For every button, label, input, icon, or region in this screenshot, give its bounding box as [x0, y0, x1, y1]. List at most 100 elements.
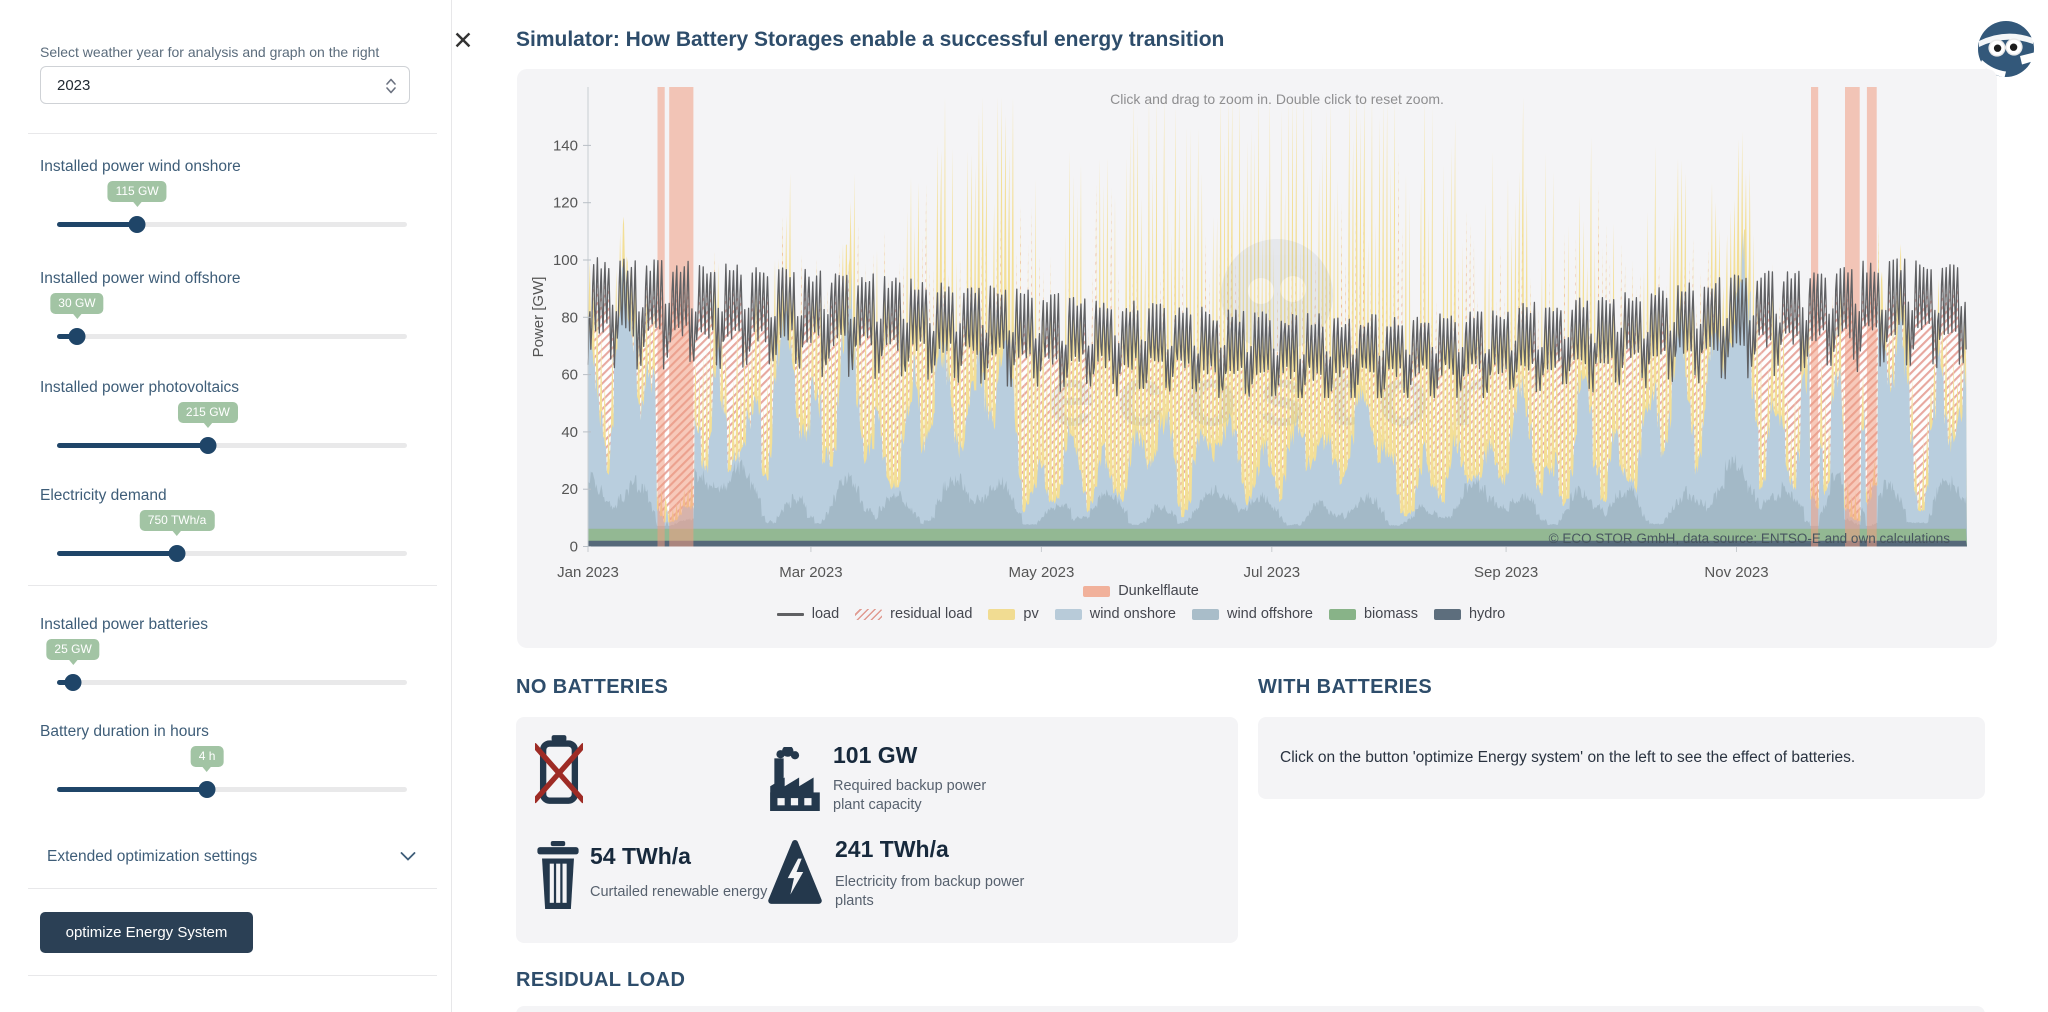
- slider-thumb[interactable]: [168, 545, 186, 562]
- legend-swatch: [1433, 608, 1461, 620]
- curtailed-trash-icon: [537, 841, 579, 914]
- backup-capacity-desc: Required backup power plant capacity: [833, 778, 987, 814]
- extended-settings-label: Extended optimization settings: [47, 848, 258, 865]
- curtailed-value: 54 TWh/a: [590, 843, 691, 869]
- y-tick-label: 80: [561, 309, 578, 326]
- with-batteries-card: Click on the button 'optimize Energy sys…: [1258, 717, 1985, 799]
- y-axis-title: Power [GW]: [530, 277, 547, 358]
- legend-swatch: [1328, 608, 1356, 620]
- chevron-down-icon: [400, 848, 416, 866]
- slider-group-2: Installed power photovoltaics 215 GW: [0, 379, 451, 489]
- legend-label: wind offshore: [1226, 606, 1313, 622]
- legend-swatch: [1083, 585, 1111, 597]
- no-batteries-card: 101 GW Required backup power plant capac…: [516, 717, 1238, 943]
- area-wind-offshore: [588, 454, 1967, 547]
- slider-value-badge: 115 GW: [107, 181, 167, 207]
- slider-group-4: Installed power batteries 25 GW: [0, 616, 451, 726]
- legend-label: biomass: [1363, 606, 1418, 622]
- page-title: Simulator: How Battery Storages enable a…: [516, 28, 1225, 51]
- slider-group-1: Installed power wind offshore 30 GW: [0, 270, 451, 380]
- legend-swatch: [1054, 608, 1082, 620]
- y-tick-label: 0: [570, 539, 578, 556]
- legend-item-wind-offshore[interactable]: wind offshore: [1191, 606, 1313, 622]
- residual-load-title: RESIDUAL LOAD: [516, 969, 686, 991]
- chart-watermark: ecostor: [1048, 239, 1484, 443]
- legend-label: residual load: [890, 606, 973, 622]
- legend-item-load[interactable]: load: [776, 606, 840, 622]
- y-tick-label: 100: [553, 252, 578, 269]
- legend-item-residual-load[interactable]: residual load: [855, 606, 972, 622]
- select-updown-icon: [385, 77, 397, 100]
- slider-thumb[interactable]: [199, 437, 217, 454]
- curtailed-desc: Curtailed renewable energy: [590, 884, 768, 900]
- no-batteries-title: NO BATTERIES: [516, 676, 669, 698]
- slider-label: Installed power batteries: [40, 616, 209, 633]
- chart-hint: Click and drag to zoom in. Double click …: [1110, 91, 1444, 107]
- legend-item-wind-onshore[interactable]: wind onshore: [1054, 606, 1176, 622]
- legend-label: pv: [1023, 606, 1039, 622]
- weather-year-select[interactable]: 2023: [40, 66, 410, 104]
- chart-attribution: © ECO STOR GmbH, data source: ENTSO-E an…: [1549, 531, 1951, 546]
- slider-track[interactable]: [57, 787, 407, 792]
- ecostor-logo-icon[interactable]: [1976, 19, 2036, 79]
- optimize-energy-system-button[interactable]: optimize Energy System: [40, 912, 253, 953]
- divider: [28, 585, 437, 586]
- legend-label: wind onshore: [1089, 606, 1176, 622]
- x-tick-label: May 2023: [1008, 564, 1074, 581]
- slider-track[interactable]: [57, 680, 407, 685]
- slider-track[interactable]: [57, 443, 407, 448]
- slider-thumb[interactable]: [68, 328, 86, 345]
- slider-track[interactable]: [57, 334, 407, 339]
- legend-swatch: [855, 608, 883, 620]
- divider: [28, 888, 437, 889]
- backup-capacity-value: 101 GW: [833, 742, 918, 768]
- y-tick-label: 20: [561, 481, 578, 498]
- legend-item-pv[interactable]: pv: [988, 606, 1039, 622]
- legend-label: Dunkelflaute: [1118, 583, 1199, 599]
- dunkelflaute-band: [657, 87, 665, 547]
- slider-thumb[interactable]: [64, 674, 82, 691]
- y-tick-label: 60: [561, 367, 578, 384]
- divider: [28, 133, 437, 134]
- slider-track[interactable]: [57, 222, 407, 227]
- x-tick-label: Jan 2023: [557, 564, 619, 581]
- x-tick-label: Jul 2023: [1243, 564, 1300, 581]
- weather-year-label: Select weather year for analysis and gra…: [40, 44, 380, 60]
- legend-item-hydro[interactable]: hydro: [1433, 606, 1506, 622]
- legend-swatch: [1191, 608, 1219, 620]
- slider-value-badge: 30 GW: [50, 293, 104, 319]
- legend-item-Dunkelflaute[interactable]: Dunkelflaute: [1083, 583, 1199, 599]
- slider-label: Installed power wind offshore: [40, 270, 241, 287]
- residual-load-area: [591, 150, 1967, 523]
- slider-value-badge: 215 GW: [177, 402, 238, 428]
- power-chart[interactable]: Click and drag to zoom in. Double click …: [517, 69, 1997, 648]
- slider-label: Installed power photovoltaics: [40, 379, 240, 396]
- area-hydro: [588, 540, 1967, 547]
- load-line: [587, 257, 1967, 399]
- slider-group-3: Electricity demand 750 TWh/a: [0, 487, 451, 597]
- legend-item-biomass[interactable]: biomass: [1328, 606, 1418, 622]
- slider-label: Installed power wind onshore: [40, 158, 241, 175]
- chart-legend: Dunkelflaute load residual load pv wind ons…: [517, 583, 1765, 622]
- legend-swatch: [988, 608, 1016, 620]
- slider-label: Battery duration in hours: [40, 723, 209, 740]
- x-tick-label: Nov 2023: [1704, 564, 1768, 581]
- y-tick-label: 40: [561, 424, 578, 441]
- legend-swatch: [776, 612, 804, 616]
- divider: [28, 975, 437, 976]
- with-batteries-message: Click on the button 'optimize Energy sys…: [1280, 749, 1856, 766]
- slider-track[interactable]: [57, 551, 407, 556]
- y-tick-label: 120: [553, 195, 578, 212]
- slider-thumb[interactable]: [198, 781, 216, 798]
- extended-settings-toggle[interactable]: Extended optimization settings: [47, 848, 416, 866]
- backup-power-plant-icon: [768, 745, 822, 816]
- legend-label: load: [811, 606, 840, 622]
- chart-panel: Click and drag to zoom in. Double click …: [517, 69, 1997, 648]
- close-button[interactable]: ✕: [452, 27, 474, 55]
- legend-label: hydro: [1468, 606, 1506, 622]
- slider-value-badge: 4 h: [190, 746, 224, 772]
- slider-thumb[interactable]: [128, 216, 146, 233]
- slider-value-badge: 25 GW: [46, 639, 100, 665]
- x-tick-label: Sep 2023: [1474, 564, 1538, 581]
- slider-group-0: Installed power wind onshore 115 GW: [0, 158, 451, 268]
